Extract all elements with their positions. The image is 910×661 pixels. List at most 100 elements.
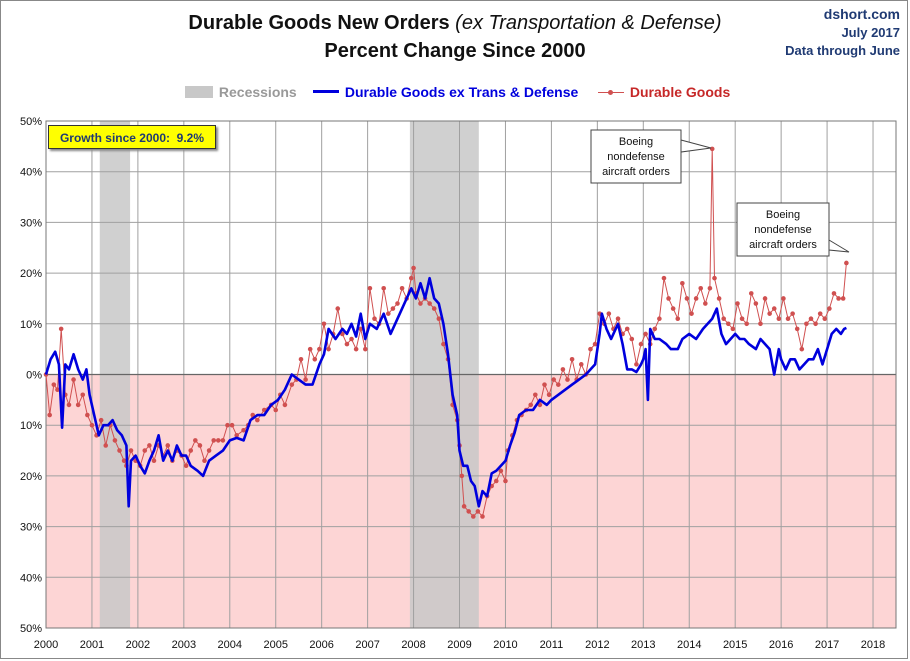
- x-tick-label: 2008: [401, 639, 425, 651]
- source-note: Data through June: [785, 43, 900, 58]
- series-durable-point: [675, 316, 681, 322]
- series-durable-point: [735, 301, 740, 306]
- x-tick-label: 2011: [540, 639, 564, 651]
- series-durable-point: [151, 458, 157, 463]
- y-tick-label: 0%: [26, 370, 42, 382]
- legend-ex-trans-label: Durable Goods ex Trans & Defense: [344, 84, 579, 100]
- series-durable-point: [725, 321, 731, 327]
- series-durable-point: [551, 377, 557, 382]
- series-durable-point: [441, 341, 446, 347]
- series-durable-point: [836, 296, 841, 301]
- series-durable-point: [670, 306, 676, 311]
- series-durable-point: [321, 321, 327, 327]
- series-durable-point: [831, 291, 837, 296]
- series-durable-point: [197, 443, 203, 448]
- growth-label: Growth since 2000:: [59, 131, 170, 145]
- series-durable-point: [629, 336, 635, 342]
- series-durable-point: [418, 301, 423, 306]
- series-durable-point: [98, 417, 104, 423]
- series-durable-point: [147, 443, 152, 448]
- series-durable-point: [71, 377, 76, 382]
- series-durable-point: [542, 382, 547, 387]
- series-durable-point: [80, 392, 86, 398]
- series-durable-point: [358, 326, 364, 332]
- series-durable-point: [385, 311, 391, 316]
- series-durable-point: [303, 377, 308, 382]
- series-durable-point: [47, 412, 52, 418]
- series-durable-point: [569, 356, 575, 362]
- series-durable-point: [503, 478, 508, 484]
- series-durable-point: [533, 392, 538, 398]
- series-durable-point: [165, 443, 171, 448]
- x-tick-label: 2009: [447, 639, 471, 651]
- series-durable-point: [183, 463, 189, 469]
- series-durable-point: [709, 146, 715, 152]
- series-durable-point: [282, 402, 288, 408]
- series-durable-point: [335, 306, 341, 311]
- series-durable-point: [817, 311, 823, 316]
- x-tick-label: 2017: [815, 639, 839, 651]
- y-tick-label: 40%: [20, 572, 42, 584]
- series-durable-point: [498, 468, 504, 474]
- y-tick-label: 20%: [20, 471, 42, 483]
- chart-subtitle: Percent Change Since 2000: [324, 40, 586, 62]
- series-durable-point: [241, 427, 246, 433]
- series-durable-point: [703, 301, 708, 306]
- series-durable-point: [638, 341, 644, 347]
- series-durable-point: [367, 286, 373, 291]
- x-tick-label: 2016: [769, 639, 793, 651]
- series-durable-point: [762, 296, 768, 301]
- series-durable-point: [408, 275, 414, 281]
- series-durable-point: [381, 286, 387, 291]
- series-durable-point: [117, 448, 122, 453]
- series-durable-point: [560, 367, 566, 372]
- series-durable-point: [193, 438, 198, 443]
- series-durable-point: [55, 387, 60, 393]
- series-durable-point: [312, 356, 318, 362]
- series-durable-point: [799, 346, 805, 352]
- series-durable-point: [666, 296, 671, 301]
- annotation-text: Boeing: [619, 136, 653, 148]
- x-tick-label: 2002: [126, 639, 150, 651]
- series-durable-point: [578, 362, 584, 367]
- series-durable-point: [202, 458, 207, 463]
- series-durable-point: [634, 362, 639, 367]
- series-durable-point: [753, 301, 759, 306]
- series-durable-point: [748, 291, 754, 296]
- series-durable-point: [771, 306, 777, 311]
- legend-durable-swatch: [598, 90, 624, 95]
- series-durable-point: [680, 280, 685, 286]
- legend-recessions-swatch: [185, 86, 213, 98]
- series-durable-point: [565, 377, 570, 382]
- chart-legend: Recessions Durable Goods ex Trans & Defe…: [0, 84, 910, 102]
- series-ex-trans-line: [44, 276, 847, 508]
- series-durable-point: [739, 316, 745, 322]
- series-durable-point: [66, 402, 72, 408]
- legend-ex-trans: Durable Goods ex Trans & Defense: [313, 84, 578, 100]
- series-durable-point: [436, 316, 442, 322]
- series-durable-point: [624, 326, 630, 332]
- series-durable-point: [470, 514, 476, 519]
- x-tick-label: 2010: [493, 639, 517, 651]
- annotation-text: nondefense: [607, 151, 665, 163]
- series-durable-point: [790, 311, 795, 316]
- series-durable-point: [730, 326, 736, 332]
- series-durable-point: [461, 504, 467, 509]
- series-durable-point: [785, 316, 791, 322]
- series-durable-point: [128, 448, 134, 453]
- series-durable-point: [716, 296, 722, 301]
- series-durable-point: [390, 306, 396, 311]
- series-durable-point: [459, 473, 465, 479]
- annotation-text: aircraft orders: [602, 166, 670, 178]
- x-tick-label: 2018: [861, 639, 885, 651]
- series-durable-point: [480, 514, 485, 519]
- series-durable-point: [693, 296, 699, 301]
- x-tick-label: 2015: [723, 639, 747, 651]
- series-durable-point: [229, 422, 235, 428]
- source-date: July 2017: [841, 25, 900, 40]
- annotation-text: nondefense: [754, 224, 812, 236]
- series-durable-point: [475, 509, 481, 514]
- series-durable-point: [211, 438, 217, 443]
- series-durable-point: [427, 301, 432, 306]
